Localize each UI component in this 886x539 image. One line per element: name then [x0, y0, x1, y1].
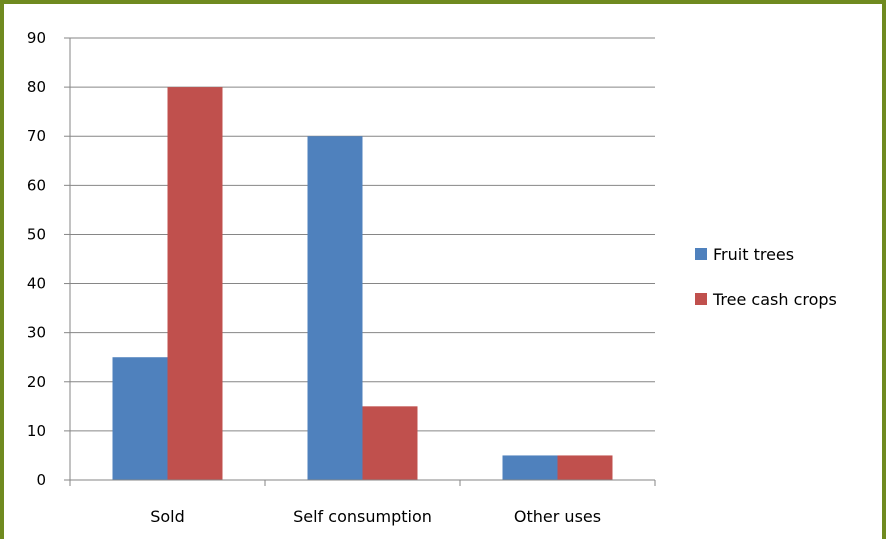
- y-tick-label: 20: [27, 373, 46, 391]
- bar-fruit-trees: [112, 357, 168, 480]
- x-category-label: Other uses: [514, 507, 601, 526]
- legend-label: Tree cash crops: [712, 290, 837, 309]
- bar-tree-cash-crops: [557, 455, 613, 480]
- y-tick-label: 50: [27, 225, 46, 243]
- legend-swatch: [695, 248, 707, 260]
- x-axis-categories: Sold Self consumption Other uses: [150, 507, 601, 526]
- bar-fruit-trees: [502, 455, 558, 480]
- bar-fruit-trees: [307, 136, 363, 480]
- y-tick-label: 10: [27, 422, 46, 440]
- legend: Fruit trees Tree cash crops: [695, 245, 837, 309]
- y-axis-ticks: 0 10 20 30 40 50 60 70 80 90: [27, 29, 46, 489]
- bars: [112, 87, 613, 480]
- bar-tree-cash-crops: [362, 406, 418, 480]
- x-category-label: Self consumption: [293, 507, 432, 526]
- y-tick-label: 70: [27, 127, 46, 145]
- legend-swatch: [695, 293, 707, 305]
- y-tick-label: 90: [27, 29, 46, 47]
- y-tick-label: 0: [36, 471, 46, 489]
- y-tick-label: 40: [27, 275, 46, 293]
- y-tick-label: 60: [27, 176, 46, 194]
- y-tick-label: 80: [27, 78, 46, 96]
- x-category-label: Sold: [150, 507, 185, 526]
- axes: [64, 37, 656, 486]
- legend-label: Fruit trees: [713, 245, 794, 264]
- bar-tree-cash-crops: [167, 87, 223, 480]
- y-tick-label: 30: [27, 324, 46, 342]
